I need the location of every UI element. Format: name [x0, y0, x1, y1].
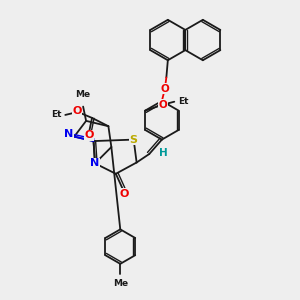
Text: N: N — [64, 129, 74, 139]
Text: H: H — [159, 148, 168, 158]
Text: O: O — [84, 130, 94, 140]
Text: Me: Me — [76, 91, 91, 100]
Text: O: O — [73, 106, 82, 116]
Text: O: O — [119, 189, 128, 199]
Text: N: N — [90, 158, 100, 168]
Text: O: O — [160, 84, 169, 94]
Text: Et: Et — [178, 97, 188, 106]
Text: S: S — [130, 135, 138, 145]
Text: Et: Et — [51, 110, 61, 119]
Text: O: O — [159, 100, 167, 110]
Text: Me: Me — [113, 279, 128, 288]
